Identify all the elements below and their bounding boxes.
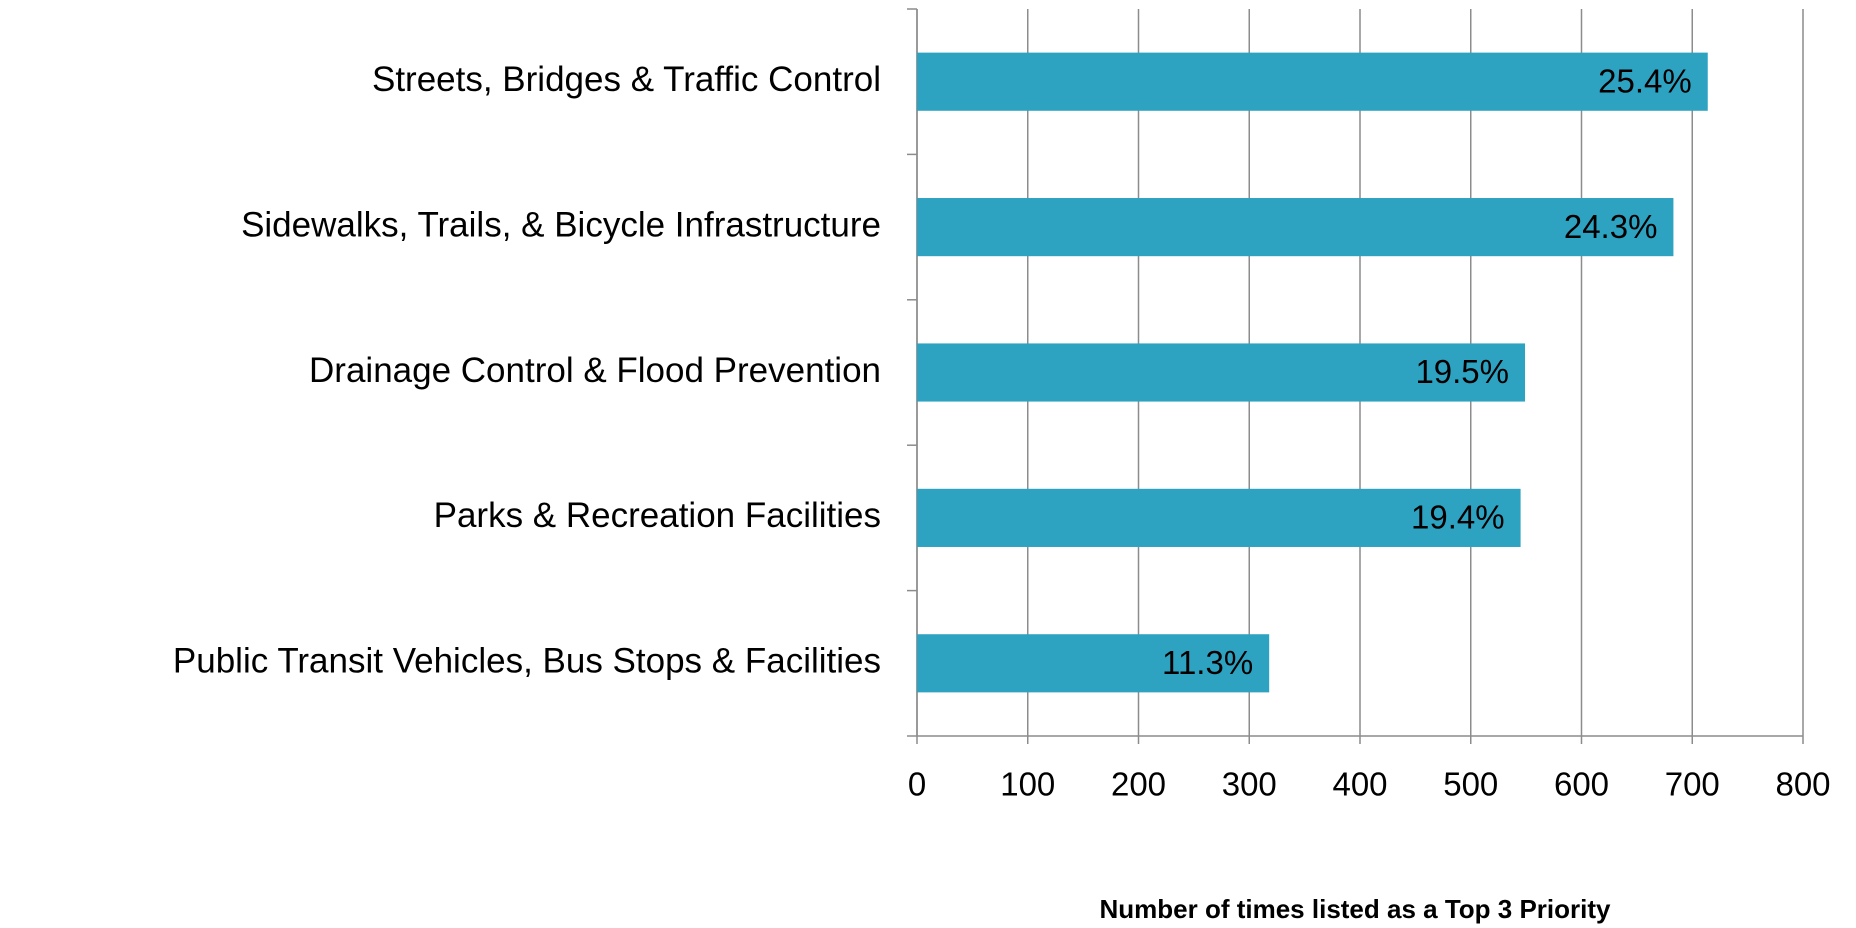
- x-axis-title: Number of times listed as a Top 3 Priori…: [1100, 894, 1612, 924]
- data-label: 19.4%: [1411, 499, 1505, 536]
- x-tick-label: 500: [1443, 766, 1498, 803]
- y-tick-label: Drainage Control & Flood Prevention: [309, 351, 881, 390]
- x-tick-label: 200: [1111, 766, 1166, 803]
- data-label: 24.3%: [1564, 208, 1658, 245]
- bar: [917, 198, 1674, 257]
- bar: [917, 343, 1526, 402]
- bar: [917, 488, 1521, 547]
- y-tick-label: Parks & Recreation Facilities: [434, 496, 881, 535]
- y-tick-label: Public Transit Vehicles, Bus Stops & Fac…: [173, 642, 881, 681]
- x-tick-label: 800: [1775, 766, 1830, 803]
- data-label: 11.3%: [1162, 644, 1253, 681]
- bar: [917, 52, 1708, 111]
- x-tick-label: 600: [1554, 766, 1609, 803]
- x-tick-label: 400: [1332, 766, 1387, 803]
- y-tick-label: Streets, Bridges & Traffic Control: [372, 60, 881, 99]
- x-tick-label: 700: [1665, 766, 1720, 803]
- x-tick-label: 300: [1222, 766, 1277, 803]
- bar: [917, 634, 1270, 693]
- x-tick-label: 100: [1000, 766, 1055, 803]
- y-tick-label: Sidewalks, Trails, & Bicycle Infrastruct…: [241, 205, 881, 244]
- x-tick-label: 0: [908, 766, 926, 803]
- data-label: 25.4%: [1598, 62, 1692, 99]
- data-label: 19.5%: [1415, 353, 1509, 390]
